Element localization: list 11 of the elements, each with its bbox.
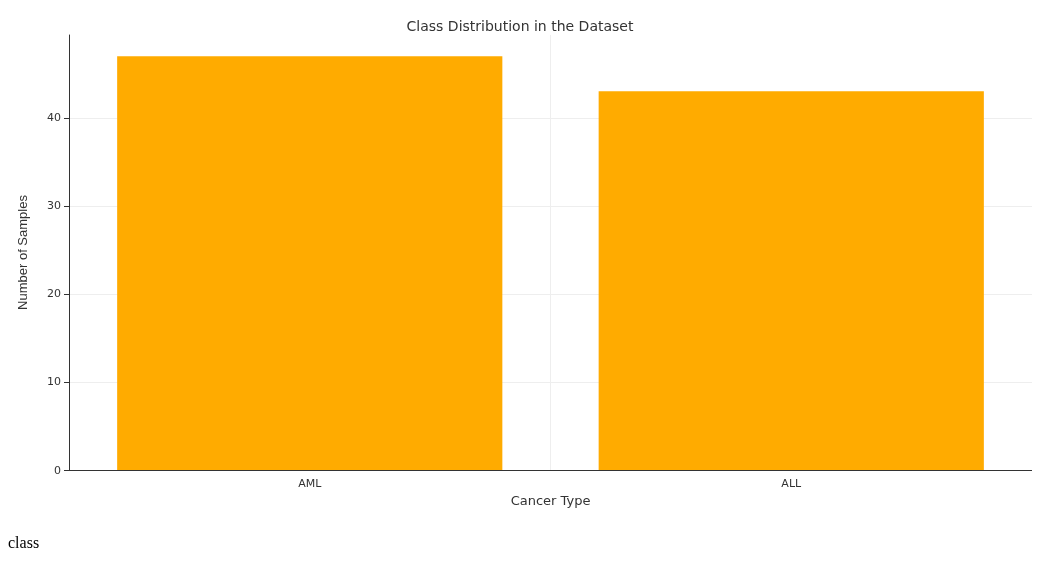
x-tick-label: ALL <box>781 477 802 490</box>
y-tick-label: 40 <box>47 111 61 125</box>
y-tick-label: 20 <box>47 287 61 301</box>
x-axis-title: Cancer Type <box>510 492 591 508</box>
y-tick-label: 30 <box>47 199 61 213</box>
text: class <box>8 534 41 552</box>
x-tick-label: AML <box>298 477 323 490</box>
y-tick-label: 10 <box>47 375 61 389</box>
y-axis-title: Number of Samples <box>15 194 30 310</box>
y-tick-label: 0 <box>54 463 61 477</box>
chart-title: Class Distribution in the Dataset <box>406 18 634 34</box>
